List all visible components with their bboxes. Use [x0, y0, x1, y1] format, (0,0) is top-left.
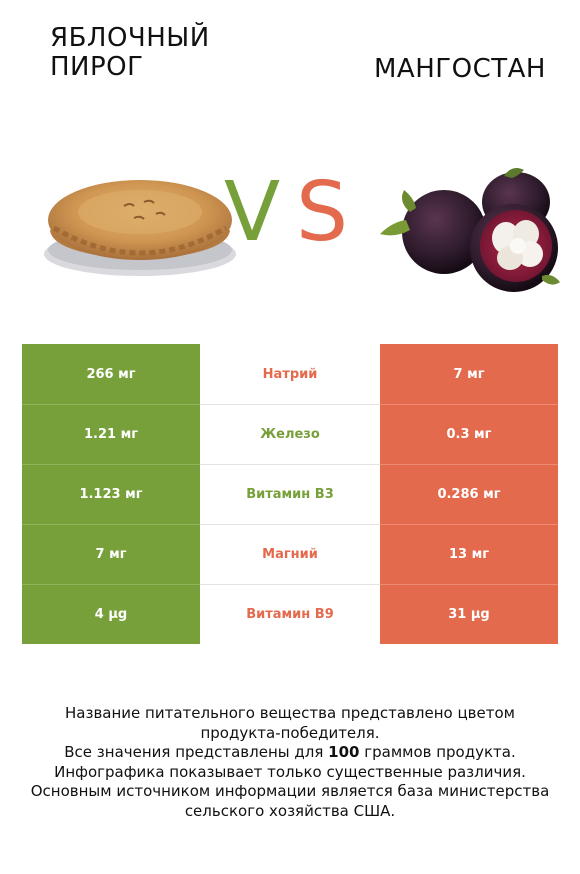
footer-text: граммов продукта.: [359, 743, 516, 761]
footer-line: Все значения представлены для 100 граммо…: [20, 743, 560, 763]
footer-line: Основным источником информации является …: [30, 782, 550, 800]
nutrient-name: Натрий: [200, 344, 380, 404]
left-value: 7 мг: [22, 524, 200, 584]
left-value: 1.123 мг: [22, 464, 200, 524]
right-value: 0.3 мг: [380, 404, 558, 464]
nutrient-comparison-table: 266 мг Натрий 7 мг 1.21 мг Железо 0.3 мг…: [22, 344, 558, 644]
nutrient-name: Железо: [200, 404, 380, 464]
left-value: 1.21 мг: [22, 404, 200, 464]
table-row: 4 µg Витамин B9 31 µg: [22, 584, 558, 644]
left-food-title: ЯБЛОЧНЫЙ ПИРОГ: [50, 23, 210, 82]
footer-line: Название питательного вещества представл…: [65, 704, 515, 722]
table-row: 1.123 мг Витамин B3 0.286 мг: [22, 464, 558, 524]
right-value: 7 мг: [380, 344, 558, 404]
right-value: 13 мг: [380, 524, 558, 584]
table-row: 7 мг Магний 13 мг: [22, 524, 558, 584]
right-value: 0.286 мг: [380, 464, 558, 524]
mangosteen-image: [380, 168, 560, 292]
footer-line: продукта-победителя.: [200, 723, 380, 742]
table-row: 1.21 мг Железо 0.3 мг: [22, 404, 558, 464]
nutrient-name: Витамин B9: [200, 584, 380, 644]
footer-bold-value: 100: [328, 743, 360, 761]
left-value: 266 мг: [22, 344, 200, 404]
left-value: 4 µg: [22, 584, 200, 644]
apple-pie-image: [44, 180, 236, 276]
vs-letter-v: V: [224, 165, 281, 260]
nutrient-name: Магний: [200, 524, 380, 584]
right-value: 31 µg: [380, 584, 558, 644]
footer-line: сельского хозяйства США.: [184, 801, 396, 820]
footer-line: Инфографика показывает только существенн…: [54, 762, 526, 781]
right-food-title: МАНГОСТАН: [374, 54, 546, 84]
footer-text: Все значения представлены для: [64, 743, 329, 761]
nutrient-name: Витамин B3: [200, 464, 380, 524]
vs-letter-s: S: [296, 165, 349, 260]
footer-note: Название питательного вещества представл…: [20, 704, 560, 821]
table-row: 266 мг Натрий 7 мг: [22, 344, 558, 404]
